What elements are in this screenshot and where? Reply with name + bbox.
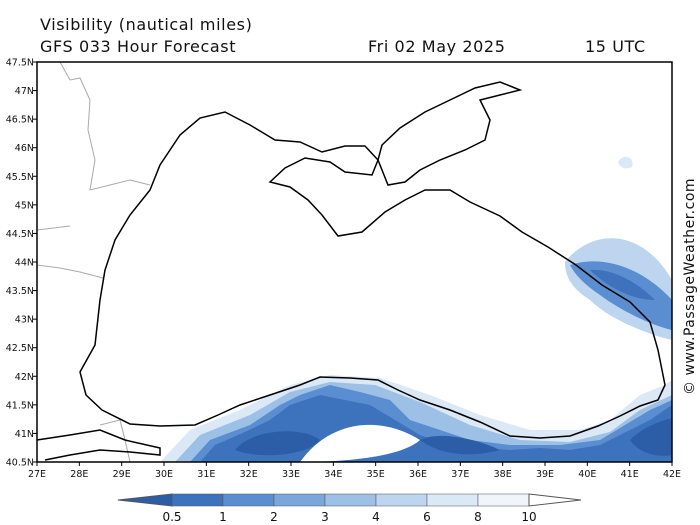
bosporus-coast [36, 429, 161, 461]
lon-label: 40E [578, 469, 596, 480]
colorbar-label: 6 [423, 510, 431, 524]
lon-label: 27E [28, 469, 46, 480]
lon-label: 37E [451, 469, 469, 480]
colorbar-label: 2 [270, 510, 278, 524]
model: GFS 033 Hour Forecast [40, 37, 236, 56]
border [99, 419, 131, 463]
colorbar-segment [222, 493, 275, 507]
colorbar-low [117, 493, 173, 507]
colorbar-label: 3 [321, 510, 329, 524]
lat-label: 41N [15, 429, 34, 440]
lat-label: 43N [15, 315, 34, 326]
colorbar-label: 8 [474, 510, 482, 524]
colorbar-label: 1 [219, 510, 227, 524]
colorbar-segment [426, 493, 479, 507]
lon-label: 39E [536, 469, 554, 480]
lon-label: 41E [621, 469, 639, 480]
colorbar-segment [273, 493, 326, 507]
colorbar-segment [171, 493, 224, 507]
colorbar-segment [375, 493, 428, 507]
lat-label: 46N [15, 143, 34, 154]
colorbar-label: 4 [372, 510, 380, 524]
lat-label: 42.5N [6, 343, 34, 354]
vis-field [618, 156, 633, 169]
colorbar-high [528, 493, 582, 507]
colorbar-label: 10 [521, 510, 536, 524]
lon-label: 34E [324, 469, 342, 480]
vis-field [300, 424, 420, 462]
date: Fri 02 May 2025 [368, 37, 505, 56]
lat-label: 44.5N [6, 229, 34, 240]
lat-label: 46.5N [6, 115, 34, 126]
borders [36, 61, 151, 463]
colorbar-label: 0.5 [162, 510, 181, 524]
lat-label: 43.5N [6, 286, 34, 297]
coastline [36, 81, 666, 461]
lon-label: 29E [113, 469, 131, 480]
lon-label: 31E [197, 469, 215, 480]
lat-label: 47N [15, 86, 34, 97]
lon-label: 38E [494, 469, 512, 480]
lat-label: 44N [15, 258, 34, 269]
lat-label: 45N [15, 200, 34, 211]
title: Visibility (nautical miles) [40, 15, 252, 34]
border [36, 264, 104, 279]
lat-label: 40.5N [6, 458, 34, 469]
black-sea-coast [79, 111, 666, 439]
lon-label: 33E [282, 469, 300, 480]
lon-label: 32E [240, 469, 258, 480]
lat-label: 45.5N [6, 172, 34, 183]
lat-label: 42N [15, 372, 34, 383]
border [59, 61, 151, 191]
colorbar: 0.5 1 2 3 4 6 8 10 [117, 493, 582, 524]
lon-label: 28E [70, 469, 88, 480]
time: 15 UTC [585, 37, 646, 56]
lon-label: 35E [367, 469, 385, 480]
lat-label: 41.5N [6, 400, 34, 411]
border [36, 225, 71, 231]
azov-coast [377, 81, 523, 186]
lat-label: 47.5N [6, 58, 34, 69]
vis-field [235, 418, 672, 456]
lon-label: 36E [409, 469, 427, 480]
credit: © www.PassageWeather.com [682, 178, 698, 395]
lon-label: 42E [663, 469, 681, 480]
colorbar-segment [477, 493, 530, 507]
colorbar-segment [324, 493, 377, 507]
map [36, 61, 673, 463]
lon-label: 30E [155, 469, 173, 480]
vis-field [590, 269, 655, 300]
